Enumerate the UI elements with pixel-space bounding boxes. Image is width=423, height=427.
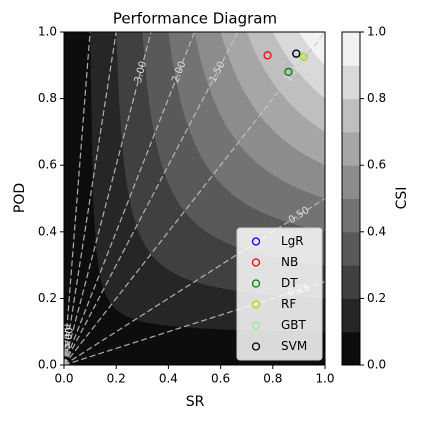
- legend-label: GBT: [281, 318, 307, 332]
- colorbar-band: [342, 65, 360, 100]
- colorbar-band: [342, 231, 360, 266]
- colorbar-band: [342, 165, 360, 199]
- bias-line: [64, 32, 152, 365]
- x-tick-label: 0.6: [211, 372, 230, 386]
- axes-frame: [63, 31, 326, 366]
- legend-label: DT: [281, 276, 298, 290]
- x-tick-label: 0.2: [107, 372, 126, 386]
- legend-marker: [251, 237, 261, 246]
- legend-marker: [251, 300, 261, 309]
- colorbar-tick-label: 0.0: [367, 358, 386, 372]
- bias-line: [64, 32, 91, 365]
- chart-title: Performance Diagram: [113, 10, 277, 28]
- legend-marker: [251, 258, 261, 267]
- colorbar-band: [342, 32, 360, 66]
- colorbar-frame: [341, 31, 361, 366]
- point: [297, 51, 306, 60]
- bias-label: 3.00: [133, 60, 149, 84]
- y-tick-label: 1.0: [38, 25, 57, 39]
- colorbar-tick-label: 0.4: [367, 224, 386, 238]
- colorbar-band: [342, 98, 360, 133]
- y-tick-label: 0.0: [38, 358, 57, 372]
- colorbar-band: [342, 198, 360, 233]
- point: [263, 51, 272, 60]
- colorbar-tick-label: 0.2: [367, 291, 386, 305]
- colorbar-band: [342, 265, 360, 299]
- bias-line: [64, 197, 325, 365]
- legend-label: SVM: [281, 339, 307, 353]
- legend-marker: [251, 279, 261, 288]
- colorbar-tick-label: 0.8: [367, 91, 386, 105]
- bias-line: [64, 32, 117, 365]
- x-tick-label: 0.8: [263, 372, 282, 386]
- bias-line: [64, 32, 325, 365]
- bias-label: 5.00: [62, 327, 76, 351]
- y-tick-label: 0.2: [38, 291, 57, 305]
- colorbar-tick-label: 0.6: [367, 158, 386, 172]
- x-tick-label: 0.0: [54, 372, 73, 386]
- legend-label: NB: [281, 255, 298, 269]
- colorbar-band: [342, 131, 360, 166]
- legend-marker: [251, 321, 261, 330]
- legend-label: LgR: [281, 234, 304, 248]
- bias-line: [64, 32, 196, 365]
- x-tick-label: 0.4: [159, 372, 178, 386]
- colorbar-band: [342, 298, 360, 333]
- legend-marker: [251, 342, 261, 351]
- colorbar-band: [342, 331, 360, 366]
- x-tick-label: 1.0: [315, 372, 334, 386]
- y-tick-label: 0.4: [38, 224, 57, 238]
- y-tick-label: 0.6: [38, 158, 57, 172]
- colorbar-tick-label: 1.0: [367, 25, 386, 39]
- colorbar-label: CSI: [394, 187, 410, 210]
- x-axis-label: SR: [186, 394, 205, 410]
- legend-label: RF: [281, 297, 296, 311]
- y-axis-label: POD: [12, 183, 28, 213]
- bias-label: 10.00: [60, 324, 73, 353]
- y-tick-label: 0.8: [38, 91, 57, 105]
- legend-box: [236, 227, 323, 361]
- point: [292, 49, 301, 58]
- point: [284, 67, 293, 77]
